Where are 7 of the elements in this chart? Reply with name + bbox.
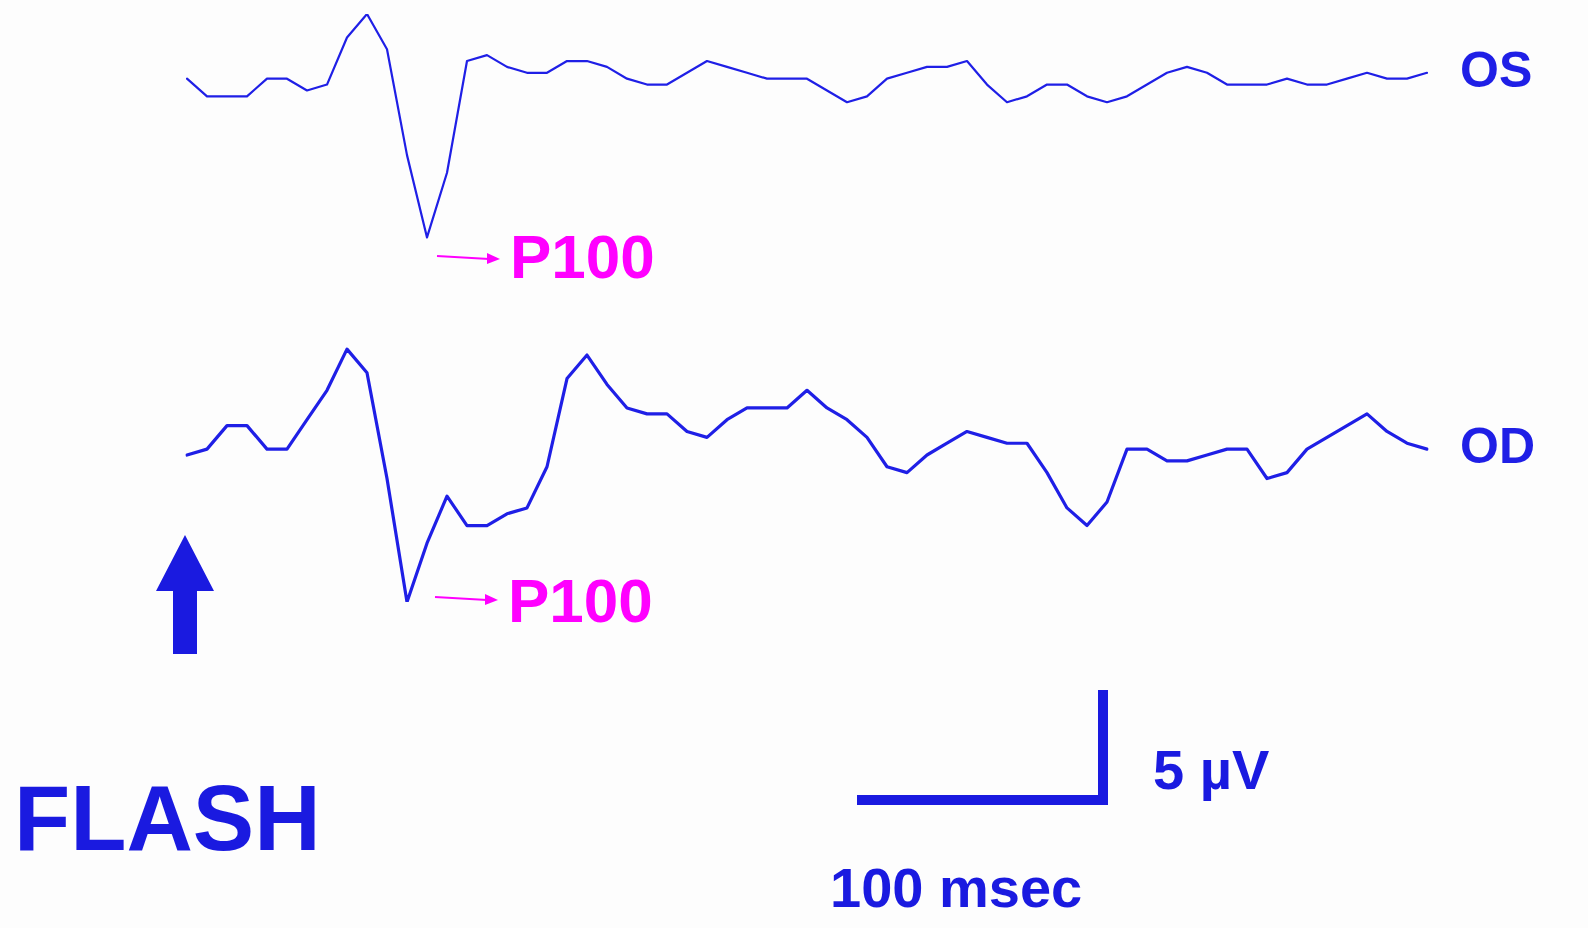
annotation: P100 (508, 566, 653, 635)
series-label: OD (1460, 417, 1535, 474)
text: 5 µV (1153, 738, 1270, 801)
series-label: OS (1460, 41, 1533, 98)
annotation: P100 (510, 222, 655, 291)
text: 100 msec (830, 856, 1083, 919)
text: FLASH (14, 767, 321, 869)
